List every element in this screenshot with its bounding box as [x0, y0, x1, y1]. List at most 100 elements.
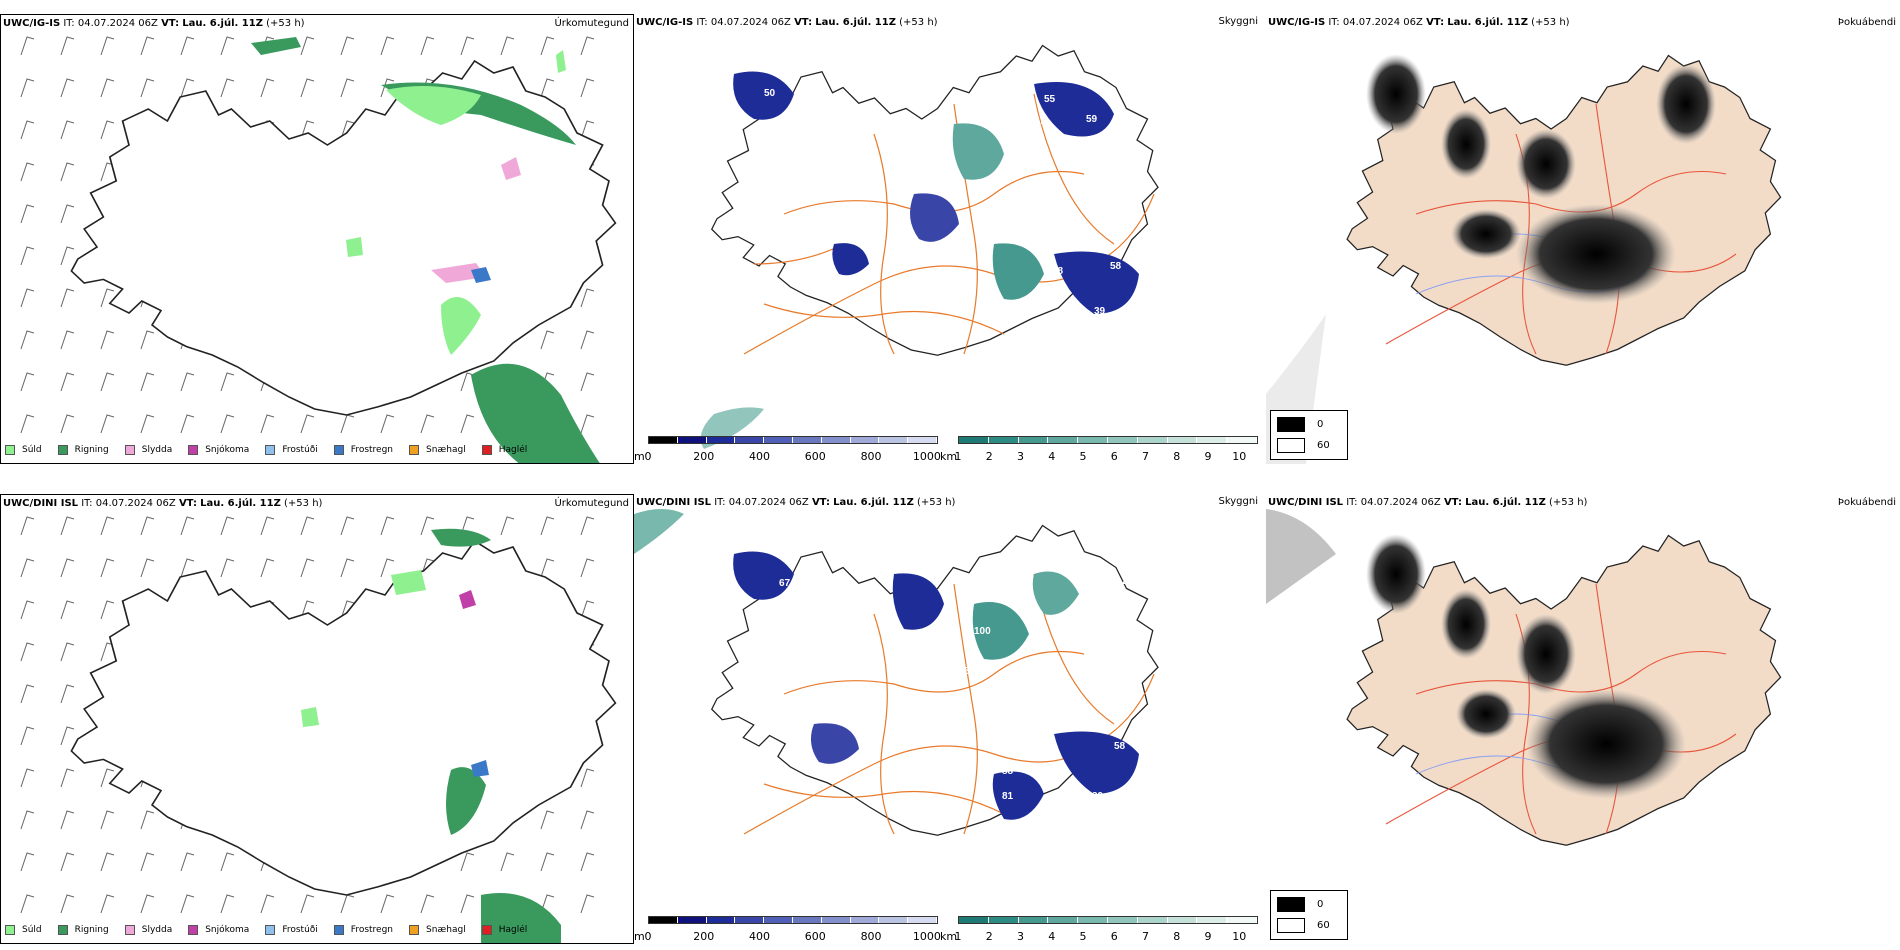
wind-barb: [20, 894, 35, 914]
wind-barb: [220, 36, 235, 56]
wind-barb: [500, 852, 515, 872]
colorbar-tick-label: 3: [1017, 930, 1024, 943]
legend-item-frostregn: Frostregn: [333, 445, 393, 455]
visibility-map-bottom: 67 100 100 88 91 100 104 88 81 104 69 58 39 129 18 24: [634, 509, 1159, 836]
wind-barb: [140, 330, 155, 350]
wind-barb: [100, 330, 115, 350]
visibility-value-label: 50: [764, 88, 776, 99]
wind-barb: [20, 600, 35, 620]
wind-barb: [100, 288, 115, 308]
wind-barb: [60, 516, 75, 536]
wind-barb: [60, 558, 75, 578]
wind-barb: [140, 36, 155, 56]
wind-barb: [460, 894, 475, 914]
visibility-value-label: 67: [1034, 116, 1046, 127]
wind-barb: [460, 852, 475, 872]
colorbar-tick-label: 4: [1048, 450, 1056, 463]
colorbar-tick-label: 7: [1142, 450, 1149, 463]
wind-barb: [60, 204, 75, 224]
wind-barb: [60, 852, 75, 872]
wind-barb: [60, 726, 75, 746]
wind-barb: [580, 558, 595, 578]
wind-barb: [340, 894, 355, 914]
cloud-title-bottom: Þokuábendi: [1837, 497, 1896, 508]
wind-barb: [300, 600, 315, 620]
wind-barb: [60, 372, 75, 392]
height-colorbar-top: m 0 200 400 600 800 1000: [634, 436, 944, 464]
precip-legend-top: Súld Rigning Slydda Snjókoma Frostúði Fr…: [5, 441, 543, 459]
wind-barb: [20, 36, 35, 56]
visibility-value-label: 78: [1152, 111, 1164, 122]
wind-barb: [60, 642, 75, 662]
wind-barb: [460, 36, 475, 56]
wind-barb: [260, 894, 275, 914]
wind-barb: [180, 852, 195, 872]
wind-barb: [60, 78, 75, 98]
visibility-header-top: UWC/IG-IS IT: 04.07.2024 06Z VT: Lau. 6.…: [636, 17, 938, 28]
wind-barb: [100, 36, 115, 56]
wind-barb: [100, 78, 115, 98]
colorbar-tick-label: 4: [1048, 930, 1056, 943]
wind-barb: [20, 372, 35, 392]
wind-barb: [100, 516, 115, 536]
wind-barb: [60, 600, 75, 620]
wind-barb: [580, 600, 595, 620]
visibility-value-label: 84: [1172, 151, 1184, 162]
wind-barb: [380, 894, 395, 914]
wind-barb: [20, 414, 35, 434]
colorbar-tick-label: 9: [1204, 930, 1212, 943]
visibility-value-label: 88: [964, 666, 976, 677]
visibility-value-label: 100: [924, 626, 941, 637]
wind-barb: [100, 558, 115, 578]
colorbar-tick-label: 8: [1173, 450, 1181, 463]
colorbar-tick-label: 200: [693, 930, 715, 943]
wind-barb: [20, 810, 35, 830]
wind-barb: [580, 120, 595, 140]
visibility-value-label: 59: [1086, 114, 1098, 125]
wind-barb: [380, 516, 395, 536]
legend-item-snjokoma: Snjókoma: [188, 445, 249, 455]
wind-barb: [60, 162, 75, 182]
precip-header-top: UWC/IG-IS IT: 04.07.2024 06Z VT: Lau. 6.…: [3, 18, 305, 29]
wind-barb: [580, 372, 595, 392]
cloud-map-bottom: [1266, 509, 1782, 846]
colorbar-tick-label: 1000: [912, 450, 941, 463]
legend-item-slydda: Slydda: [124, 925, 172, 935]
legend-item-snjokoma: Snjókoma: [188, 925, 249, 935]
wind-barb: [100, 852, 115, 872]
wind-barb: [100, 372, 115, 392]
colorbar-tick-label: 1: [954, 930, 962, 943]
wind-barb: [300, 894, 315, 914]
colorbar-tick-label: 2: [985, 450, 993, 463]
visibility-value-label: 81: [1002, 791, 1014, 802]
wind-barb: [220, 852, 235, 872]
wind-barb: [460, 516, 475, 536]
visibility-value-label: 67: [779, 578, 791, 589]
colorbar-tick-label: 9: [1204, 450, 1212, 463]
cloud-map-top: [1266, 54, 1782, 464]
visibility-value-label: 58: [1110, 261, 1122, 272]
legend-item-sold: Súld: [5, 445, 42, 455]
wind-barb: [260, 558, 275, 578]
visibility-value-label: 79: [1038, 246, 1050, 257]
precip-map-bottom: [20, 516, 617, 943]
legend-item-snaehagl: Snæhagl: [409, 925, 466, 935]
wind-barb: [140, 894, 155, 914]
wind-barb: [340, 558, 355, 578]
wind-barb: [380, 78, 395, 98]
cloud-legend-bottom: 0 60: [1270, 890, 1348, 940]
wind-barb: [140, 414, 155, 434]
visibility-value-label: 68: [944, 186, 956, 197]
visibility-value-label: 104: [1049, 716, 1066, 727]
wind-barb: [100, 768, 115, 788]
wind-barb: [20, 288, 35, 308]
colorbar-tick-label: 1: [954, 450, 962, 463]
wind-barb: [180, 516, 195, 536]
road-network: [743, 573, 1155, 835]
wind-barb: [180, 558, 195, 578]
cloud-dark-areas: [1366, 54, 1716, 304]
colorbar-tick-label: 10: [1232, 930, 1247, 943]
wind-barb: [100, 810, 115, 830]
colorbar-tick-label: 2: [985, 930, 993, 943]
